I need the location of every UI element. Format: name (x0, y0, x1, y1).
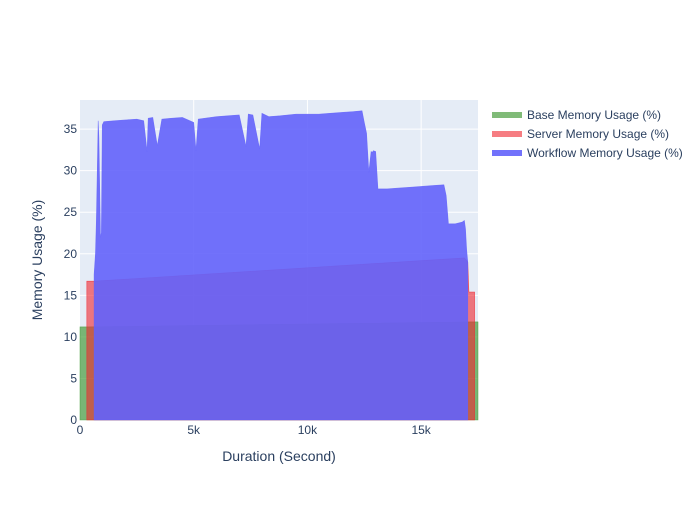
x-tick-label: 10k (298, 423, 318, 437)
legend-label: Workflow Memory Usage (%) (527, 146, 683, 160)
legend-swatch (492, 131, 522, 137)
x-tick-label: 0 (77, 423, 84, 437)
y-tick-label: 20 (64, 247, 78, 261)
y-tick-label: 35 (64, 122, 78, 136)
y-axis-title: Memory Usage (%) (29, 200, 45, 321)
x-axis-title: Duration (Second) (222, 448, 336, 464)
legend-swatch (492, 150, 522, 156)
y-tick-label: 10 (64, 330, 78, 344)
y-tick-label: 30 (64, 164, 78, 178)
series-area-3 (93, 110, 469, 421)
legend-label: Server Memory Usage (%) (527, 127, 669, 141)
y-tick-label: 25 (64, 205, 78, 219)
legend[interactable]: Base Memory Usage (%) Server Memory Usage… (492, 108, 683, 160)
legend-swatch (492, 112, 522, 118)
y-tick-label: 5 (70, 371, 77, 385)
y-axis-ticks: 0 5 10 15 20 25 30 35 (64, 122, 78, 427)
x-tick-label: 5k (187, 423, 201, 437)
x-tick-label: 15k (411, 423, 431, 437)
y-tick-label: 0 (70, 413, 77, 427)
x-axis-ticks: 0 5k 10k 15k (77, 423, 432, 437)
y-tick-label: 15 (64, 288, 78, 302)
series-layer (79, 110, 479, 421)
legend-label: Base Memory Usage (%) (527, 108, 661, 122)
